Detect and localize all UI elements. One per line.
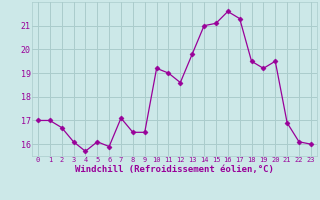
X-axis label: Windchill (Refroidissement éolien,°C): Windchill (Refroidissement éolien,°C): [75, 165, 274, 174]
